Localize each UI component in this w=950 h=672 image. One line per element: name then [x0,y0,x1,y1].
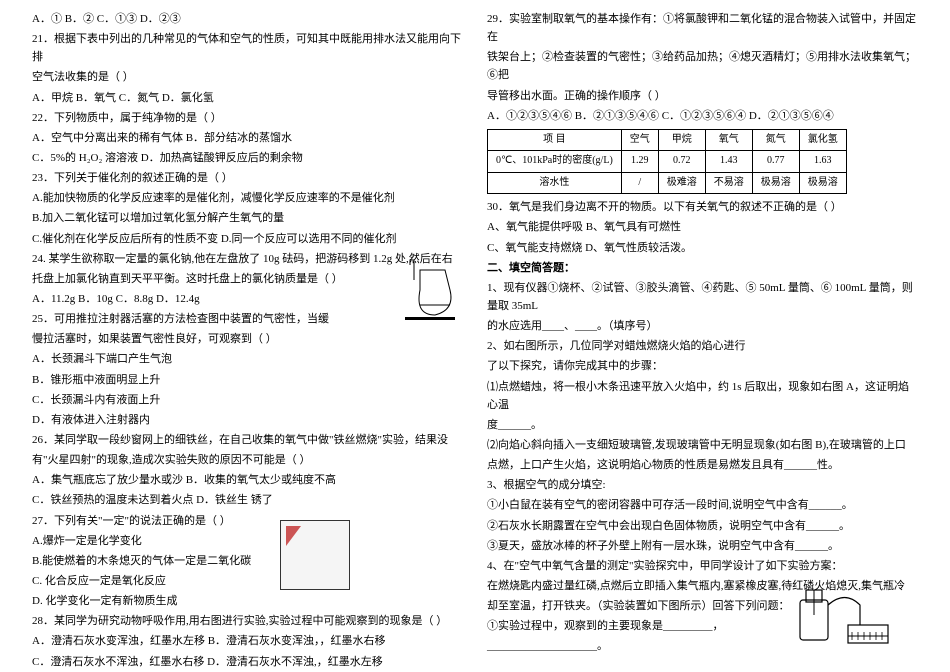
table-cell: 不易溶 [705,172,752,194]
text-line: 导管移出水面。正确的操作顺序（ ） [487,87,918,105]
text-line: 2、如右图所示，几位同学对蜡烛燃烧火焰的焰心进行 [487,337,918,355]
text-line: C．5%的 H₂O₂ 溶溶液 D．加热高锰酸钾反应后的剩余物 [32,149,463,167]
table-cell: 极难溶 [658,172,705,194]
text-line: A、氧气能提供呼吸 B、氧气具有可燃性 [487,218,918,236]
table-cell: 1.63 [799,151,846,173]
gas-properties-table: 项 目 空气 甲烷 氧气 氮气 氯化氢 0℃、101kPa时的密度(g/L) 1… [487,129,847,195]
text-line: C.催化剂在化学反应后所有的性质不变 D.同一个反应可以选用不同的催化剂 [32,230,463,248]
text-line: C．澄清石灰水不浑浊，红墨水右移 D．澄清石灰水不浑浊,，红墨水左移 [32,653,463,671]
text-line: 空气法收集的是（ ） [32,68,463,86]
text-line: 27．下列有关"一定"的说法正确的是（ ） [32,512,463,530]
text-line: C. 化合反应一定是氧化反应 [32,572,463,590]
text-line: ⑴点燃蜡烛，将一根小木条迅速平放入火焰中，约 1s 后取出，现象如右图 A，这证… [487,378,918,414]
text-line: A．空气中分离出来的稀有气体 B．部分结冰的蒸馏水 [32,129,463,147]
text-line: 25．可用推拉注射器活塞的方法检查图中装置的气密性，当缓 [32,310,463,328]
text-line: 了以下探究，请你完成其中的步骤： [487,357,918,375]
text-line: 点燃，上口产生火焰，这说明焰心物质的性质是易燃发且具有______性。 [487,456,918,474]
text-line: 的水应选用____、____。（填序号） [487,317,918,335]
left-column: A．① B．② C．①③ D．②③ 21．根据下表中列出的几种常见的气体和空气的… [20,10,475,662]
text-line: 23．下列关于催化剂的叙述正确的是（ ） [32,169,463,187]
table-cell: 0.72 [658,151,705,173]
text-line: A.能加快物质的化学反应速率的是催化剂，减慢化学反应速率的不是催化剂 [32,189,463,207]
text-line: B．锥形瓶中液面明显上升 [32,371,463,389]
text-line: B.加入二氧化锰可以增加过氧化氢分解产生氧气的量 [32,209,463,227]
table-header: 空气 [621,129,658,151]
table-header: 氧气 [705,129,752,151]
text-line: 铁架台上；②检查装置的气密性；③给药品加热；④熄灭酒精灯；⑤用排水法收集氧气；⑥… [487,48,918,84]
table-cell: 极易溶 [799,172,846,194]
flask-diagram-icon [400,255,460,325]
table-header: 甲烷 [658,129,705,151]
text-line: 托盘上加氯化钠直到天平平衡。这时托盘上的氯化钠质量是（ ） [32,270,463,288]
text-line: C．铁丝预热的温度未达到着火点 D．铁丝生 锈了 [32,491,463,509]
text-line: ③夏天，盛放冰棒的杯子外壁上附有一层水珠，说明空气中含有______。 [487,537,918,555]
text-line: C、氧气能支持燃烧 D、氧气性质较活泼。 [487,239,918,257]
text-line: A．长颈漏斗下端口产生气泡 [32,350,463,368]
table-header: 氮气 [752,129,799,151]
image-placeholder-icon [280,520,350,590]
table-cell: 极易溶 [752,172,799,194]
text-line: C．长颈漏斗内有液面上升 [32,391,463,409]
text-line: ⑵向焰心斜向插入一支细短玻璃管,发现玻璃管中无明显现象(如右图 B),在玻璃管的… [487,436,918,454]
text-line: 慢拉活塞时，如果装置气密性良好，可观察到（ ） [32,330,463,348]
text-line: D. 化学变化一定有新物质生成 [32,592,463,610]
table-cell: 0.77 [752,151,799,173]
table-cell: 溶水性 [488,172,622,194]
text-line: A．① B．② C．①③ D．②③ [32,10,463,28]
text-line: 有"火星四射"的现象,造成次实验失败的原因不可能是（ ） [32,451,463,469]
table-cell: 1.43 [705,151,752,173]
text-line: A．11.2g B．10g C．8.8g D．12.4g [32,290,463,308]
text-line: 21．根据下表中列出的几种常见的气体和空气的性质，可知其中既能用排水法又能用向下… [32,30,463,66]
text-line: 3、根据空气的成分填空: [487,476,918,494]
text-line: 22．下列物质中，属于纯净物的是（ ） [32,109,463,127]
text-line: 29．实验室制取氧气的基本操作有：①将氯酸钾和二氧化锰的混合物装入试管中，并固定… [487,10,918,46]
text-line: 28．某同学为研究动物呼吸作用,用右图进行实验,实验过程中可能观察到的现象是（ … [32,612,463,630]
text-line: B.能使燃着的木条熄灭的气体一定是二氧化碳 [32,552,463,570]
text-line: A．集气瓶底忘了放少量水或沙 B．收集的氧气太少或纯度不高 [32,471,463,489]
table-header: 氯化氢 [799,129,846,151]
apparatus-diagram-icon [790,580,900,650]
table-cell: / [621,172,658,194]
text-line: D．有液体进入注射器内 [32,411,463,429]
section-heading: 二、填空简答题： [487,259,918,277]
text-line: A．①②③⑤④⑥ B．②①③⑤④⑥ C．①②③⑤⑥④ D．②①③⑤⑥④ [487,107,918,125]
right-column: 29．实验室制取氧气的基本操作有：①将氯酸钾和二氧化锰的混合物装入试管中，并固定… [475,10,930,662]
table-header: 项 目 [488,129,622,151]
text-line: 4、在"空气中氧气含量的测定"实验探究中，甲同学设计了如下实验方案： [487,557,918,575]
table-cell: 0℃、101kPa时的密度(g/L) [488,151,622,173]
text-line: A．澄清石灰水变浑浊，红墨水左移 B．澄清石灰水变浑浊，，红墨水右移 [32,632,463,650]
text-line: ①小白鼠在装有空气的密闭容器中可存活一段时间,说明空气中含有______。 [487,496,918,514]
text-line: 1、现有仪器①烧杯、②试管、③胶头滴管、④药匙、⑤ 50mL 量筒、⑥ 100m… [487,279,918,315]
text-line: 30．氧气是我们身边离不开的物质。以下有关氧气的叙述不正确的是（ ） [487,198,918,216]
text-line: A．甲烷 B．氧气 C．氮气 D．氯化氢 [32,89,463,107]
text-line: 24. 某学生欲称取一定量的氯化钠,他在左盘放了 10g 砝码，把游码移到 1.… [32,250,463,268]
text-line: 度______。 [487,416,918,434]
table-cell: 1.29 [621,151,658,173]
text-line: 26．某同学取一段纱窗网上的细铁丝，在自己收集的氧气中做"铁丝燃烧"实验，结果没 [32,431,463,449]
text-line: ②石灰水长期露置在空气中会出现白色固体物质，说明空气中含有______。 [487,517,918,535]
text-line: A.爆炸一定是化学变化 [32,532,463,550]
